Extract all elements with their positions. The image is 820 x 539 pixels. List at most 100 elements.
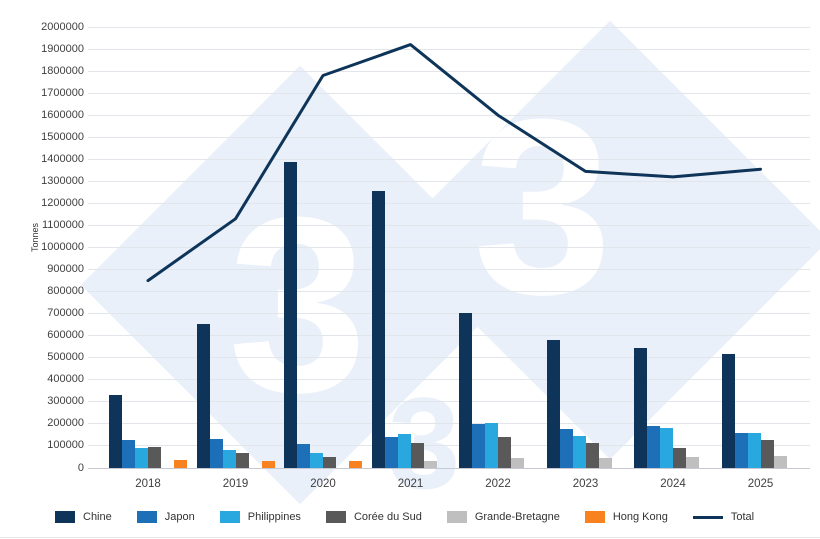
legend-color-swatch [136, 511, 157, 523]
bar [572, 436, 586, 468]
bar [174, 460, 187, 468]
x-tick-label: 2022 [485, 478, 511, 490]
gridline [88, 269, 810, 270]
y-tick-label: 200000 [47, 417, 84, 430]
legend-item: Corée du Sud [325, 511, 422, 523]
y-tick-label: 900000 [47, 263, 84, 276]
legend-label: Grande-Bretagne [474, 511, 560, 523]
legend-item: Total [692, 511, 755, 523]
bar [721, 354, 735, 468]
y-tick-label: 1900000 [41, 42, 84, 55]
legend-item: Hong Kong [584, 511, 668, 523]
bar [498, 437, 511, 468]
bar [135, 448, 148, 468]
y-tick-label: 800000 [47, 285, 84, 298]
legend-label: Chine [83, 511, 112, 523]
gridline [88, 379, 810, 380]
x-axis-line [88, 468, 810, 469]
legend-color-swatch [55, 511, 75, 523]
gridline [88, 137, 810, 138]
gridline [88, 357, 810, 358]
y-tick-label: 1000000 [41, 241, 84, 253]
bar [261, 461, 275, 468]
watermark-digit: 3 [228, 165, 368, 444]
y-tick-label: 0 [77, 461, 84, 474]
legend: Chine Japon Philippines Corée du Sud Grande-… [55, 511, 754, 523]
bar [459, 312, 472, 468]
legend-item: Japon [136, 511, 195, 523]
gridline [88, 225, 810, 226]
bar [598, 458, 612, 468]
bar [371, 191, 385, 468]
bar [472, 423, 485, 468]
x-tick-label: 2025 [747, 478, 774, 490]
x-tick-label: 2018 [135, 478, 161, 490]
legend-item: Grande-Bretagne [446, 511, 560, 523]
y-tick-label: 1700000 [41, 86, 84, 99]
bar [410, 442, 424, 468]
y-tick-label: 700000 [47, 307, 84, 320]
bar [122, 440, 135, 468]
bar [686, 456, 699, 468]
bar [559, 429, 573, 468]
legend-color-swatch [219, 511, 240, 523]
bar [109, 395, 122, 468]
bar [673, 448, 686, 468]
bar [511, 458, 524, 468]
bar [546, 340, 560, 468]
bar [235, 452, 249, 468]
bar [660, 428, 673, 468]
gridline [88, 313, 810, 314]
y-tick-label: 2000000 [41, 20, 84, 33]
y-tick-label: 1300000 [41, 174, 84, 187]
bar [148, 447, 161, 468]
bar [585, 442, 599, 468]
y-tick-label: 1800000 [41, 64, 84, 77]
y-tick-label: 1400000 [41, 152, 84, 165]
gridline [88, 181, 810, 182]
legend-label: Total [730, 511, 755, 523]
gridline [88, 401, 810, 402]
legend-label: Japon [164, 511, 195, 523]
legend-label: Philippines [247, 511, 301, 523]
watermark-digit: 3 [473, 67, 613, 346]
bar [647, 426, 660, 468]
bar [284, 161, 297, 468]
bar [773, 455, 787, 468]
bar [485, 422, 498, 468]
gridline [88, 335, 810, 336]
bar [384, 437, 398, 468]
legend-label: Hong Kong [612, 511, 668, 523]
legend-label: Corée du Sud [353, 511, 422, 523]
bar [196, 323, 210, 468]
legend-item: Philippines [219, 511, 301, 523]
bar [297, 443, 310, 468]
gridline [88, 423, 810, 424]
bar [760, 440, 774, 468]
bar [209, 439, 223, 468]
bar [734, 432, 748, 468]
gridline [88, 115, 810, 116]
bottom-divider [0, 537, 820, 538]
y-axis-title: Tonnes [30, 222, 40, 252]
y-tick-label: 600000 [47, 329, 84, 342]
y-tick-label: 400000 [47, 373, 84, 386]
bar [323, 456, 336, 468]
bar [349, 461, 362, 468]
bar [222, 450, 236, 468]
bar [310, 452, 323, 468]
y-tick-label: 1200000 [41, 196, 84, 209]
legend-color-swatch [325, 511, 346, 523]
gridline [88, 203, 810, 204]
y-tick-label: 300000 [47, 395, 84, 408]
bar [423, 461, 437, 468]
gridline [88, 291, 810, 292]
bar [634, 347, 647, 468]
gridline [88, 49, 810, 50]
legend-color-swatch [584, 511, 605, 523]
y-tick-label: 500000 [47, 351, 84, 364]
bar [747, 432, 761, 468]
legend-color-swatch [446, 511, 467, 523]
x-tick-label: 2024 [660, 478, 686, 490]
